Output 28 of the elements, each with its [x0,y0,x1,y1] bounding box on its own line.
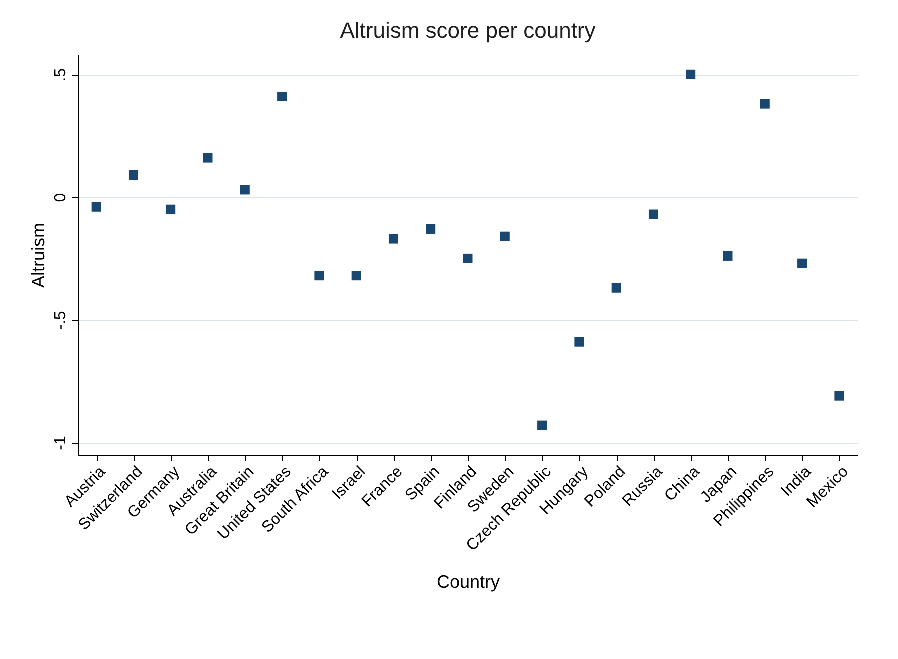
y-tick-label: 0 [52,193,70,202]
point [574,337,584,347]
point [612,283,622,293]
y-tick-label: .5 [52,68,70,82]
point [278,92,288,102]
point [834,391,844,401]
point [686,70,696,80]
point [760,99,770,109]
chart-title: Altruism score per country [340,18,596,43]
point [203,153,213,163]
point [723,251,733,261]
point [500,232,510,242]
point [798,258,808,268]
point [166,204,176,214]
point [648,210,658,220]
x-axis-title: Country [436,572,500,592]
point [240,185,250,195]
y-tick-label: -1 [52,436,70,450]
y-tick-label: -.5 [52,311,70,330]
point [352,271,362,281]
y-axis-title: Altruism [28,222,48,288]
point [92,202,102,212]
point [388,234,398,244]
point [314,271,324,281]
point [538,420,548,430]
point [463,254,473,264]
point [128,170,138,180]
point [426,224,436,234]
